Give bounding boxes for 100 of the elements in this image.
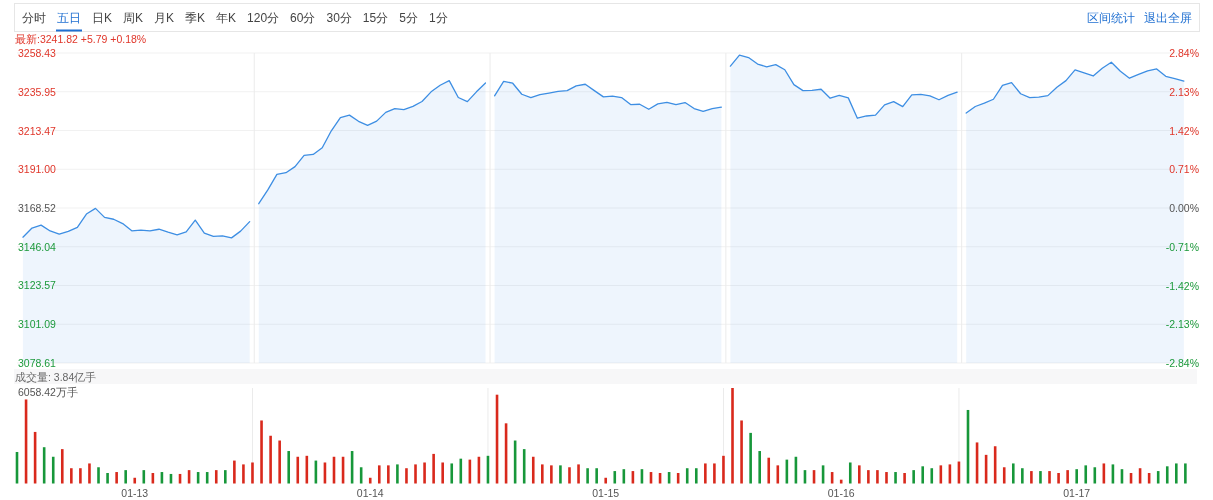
bar xyxy=(722,455,725,484)
bar xyxy=(903,473,906,484)
text: 退出全屏 xyxy=(1144,11,1192,25)
bar xyxy=(1084,465,1088,484)
bar xyxy=(242,464,245,484)
bar xyxy=(876,470,879,484)
bar xyxy=(205,472,209,484)
x-tick-label: 01-14 xyxy=(356,486,384,499)
bar xyxy=(550,465,553,484)
bar xyxy=(450,463,454,484)
annotation: 6058.42万手 xyxy=(18,386,78,398)
chart-title: 最新:3241.82 +5.79 +0.18% xyxy=(15,33,147,45)
y2-tick-label: 2.84% xyxy=(1169,47,1199,59)
y-tick-label: 3191.00 xyxy=(18,163,57,176)
bar xyxy=(1002,467,1006,484)
y2-tick-label: -2.84% xyxy=(1165,357,1199,369)
bar xyxy=(396,464,399,484)
text: 日K xyxy=(92,11,113,25)
bar xyxy=(1066,470,1069,484)
bar xyxy=(848,462,852,484)
bar xyxy=(731,388,734,484)
bar xyxy=(531,456,535,484)
y2-tick-label: 0.71% xyxy=(1169,163,1199,176)
bar xyxy=(269,435,272,484)
text: 1分 xyxy=(428,11,448,25)
y-tick-label: 3078.61 xyxy=(18,357,57,369)
bar xyxy=(894,472,897,484)
text: 30分 xyxy=(326,11,352,25)
chart-title: 成交量: 3.84亿手 xyxy=(15,370,97,383)
bar xyxy=(522,449,526,484)
bar xyxy=(1039,471,1042,484)
bar xyxy=(214,470,218,484)
bar xyxy=(423,462,426,484)
bar xyxy=(568,467,571,484)
bar xyxy=(1048,471,1051,484)
bar xyxy=(613,471,617,484)
bar xyxy=(839,479,843,484)
text: 15分 xyxy=(362,11,389,25)
x-tick-label: 01-17 xyxy=(1063,486,1091,499)
y-tick-label: 3168.52 xyxy=(18,202,57,214)
text: 月K xyxy=(154,11,175,25)
bar xyxy=(1011,463,1015,484)
bar xyxy=(749,432,752,484)
text: 季K xyxy=(185,11,206,25)
bar xyxy=(1156,471,1160,484)
bar xyxy=(758,451,761,484)
bar xyxy=(441,462,444,484)
y2-tick-label: 0.00% xyxy=(1169,202,1199,214)
bar xyxy=(704,463,707,484)
bar xyxy=(1075,469,1078,484)
text: 年K xyxy=(216,11,237,25)
bar xyxy=(233,460,236,484)
x-tick-label: 01-16 xyxy=(827,486,855,499)
bar xyxy=(251,462,254,484)
bar xyxy=(224,470,227,484)
bar xyxy=(740,420,743,484)
bar xyxy=(377,465,381,484)
bar xyxy=(885,472,888,484)
bar xyxy=(1165,466,1169,484)
bar xyxy=(767,457,771,484)
bar xyxy=(1057,473,1060,484)
bar xyxy=(88,463,91,484)
bar xyxy=(685,468,689,484)
bar xyxy=(432,453,435,484)
bar xyxy=(921,466,925,484)
text: 五日 xyxy=(57,11,81,25)
text: 5分 xyxy=(399,11,418,25)
bar xyxy=(912,470,915,484)
bar xyxy=(1030,471,1033,484)
bar xyxy=(1184,463,1187,484)
bar xyxy=(694,468,698,484)
bar xyxy=(296,456,300,484)
bar xyxy=(124,470,127,484)
bar xyxy=(51,456,55,484)
bar xyxy=(368,477,372,484)
bar xyxy=(405,468,408,484)
bar xyxy=(858,465,861,484)
text: 区间统计 xyxy=(1087,11,1135,25)
bar xyxy=(387,465,390,484)
y2-tick-label: -0.71% xyxy=(1165,240,1199,253)
bar xyxy=(260,420,263,484)
bar xyxy=(133,477,137,484)
bar xyxy=(541,464,544,484)
x-tick-label: 01-15 xyxy=(592,486,620,499)
text: 120分 xyxy=(247,11,280,25)
bar xyxy=(60,449,64,484)
text: 60分 xyxy=(290,11,316,25)
bar xyxy=(287,451,291,484)
bar xyxy=(595,468,598,484)
text: 周K xyxy=(123,11,144,25)
bar xyxy=(79,468,82,484)
y-tick-label: 3101.09 xyxy=(18,318,57,331)
bar xyxy=(278,440,281,484)
bar xyxy=(115,472,118,484)
text: 分时 xyxy=(22,11,46,25)
y2-tick-label: 2.13% xyxy=(1169,85,1199,98)
bar xyxy=(106,473,109,484)
x-tick-label: 01-13 xyxy=(121,486,149,499)
bar xyxy=(70,468,73,484)
bar xyxy=(414,464,417,484)
